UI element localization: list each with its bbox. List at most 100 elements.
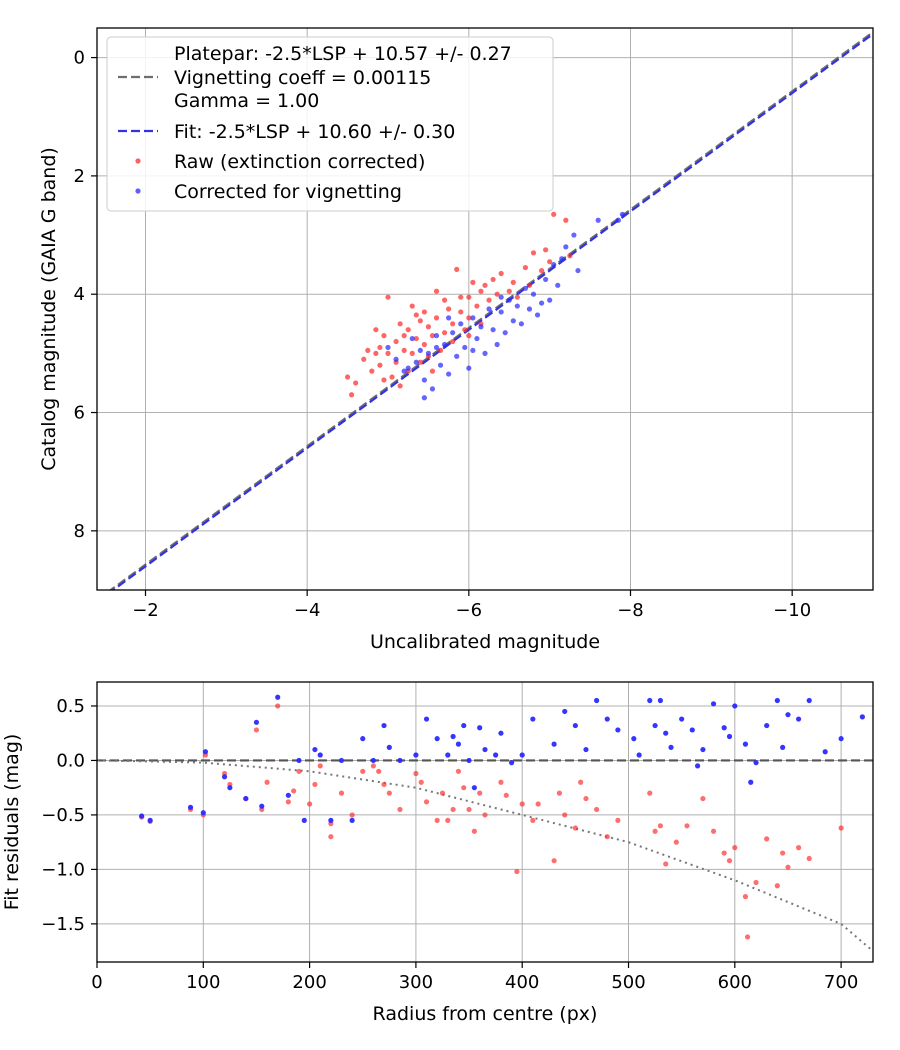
raw-point bbox=[474, 303, 480, 309]
raw-point bbox=[401, 347, 407, 354]
raw-point bbox=[381, 333, 387, 339]
residual-corrected-point bbox=[700, 746, 706, 753]
raw-point bbox=[470, 279, 476, 285]
residual-corrected-point bbox=[227, 785, 233, 791]
residual-corrected-point bbox=[360, 736, 366, 742]
residual-raw-point bbox=[503, 792, 509, 798]
corrected-point bbox=[551, 262, 557, 268]
residual-corrected-point bbox=[631, 736, 637, 742]
raw-point bbox=[413, 312, 419, 318]
raw-point bbox=[429, 368, 436, 374]
top-y-axis-label: Catalog magnitude (GAIA G band) bbox=[38, 147, 60, 471]
raw-point bbox=[454, 266, 460, 272]
raw-point bbox=[510, 279, 516, 285]
residual-raw-point bbox=[450, 806, 456, 813]
residual-raw-point bbox=[744, 934, 751, 940]
bottom-x-axis-label: Radius from centre (px) bbox=[373, 1003, 598, 1025]
top-fit-lines bbox=[108, 31, 873, 590]
residual-raw-point bbox=[338, 790, 345, 796]
residual-raw-point bbox=[264, 779, 270, 785]
raw-point bbox=[417, 318, 423, 324]
raw-point bbox=[458, 309, 464, 315]
residual-corrected-point bbox=[785, 712, 791, 718]
residual-raw-point bbox=[397, 806, 403, 813]
raw-point bbox=[482, 282, 488, 288]
bottom-y-tick-label: 0.0 bbox=[56, 750, 85, 771]
residual-raw-point bbox=[439, 790, 446, 796]
top-plot-frame bbox=[96, 27, 874, 591]
raw-point bbox=[466, 315, 472, 321]
residual-corrected-point bbox=[647, 697, 653, 704]
residual-corrected-point bbox=[200, 810, 206, 816]
residual-raw-point bbox=[291, 788, 297, 794]
residual-raw-point bbox=[455, 768, 462, 774]
residual-corrected-point bbox=[349, 817, 355, 823]
corrected-point bbox=[474, 335, 480, 342]
raw-point bbox=[393, 338, 399, 345]
raw-point bbox=[506, 288, 512, 294]
corrected-point bbox=[522, 285, 529, 291]
residual-corrected-point bbox=[551, 741, 557, 747]
raw-point bbox=[478, 288, 484, 294]
vignetting-curve bbox=[97, 759, 873, 952]
residual-raw-point bbox=[780, 850, 786, 856]
residual-corrected-point bbox=[386, 744, 392, 750]
residual-corrected-point bbox=[732, 703, 738, 709]
corrected-point bbox=[514, 303, 520, 309]
residual-corrected-point bbox=[498, 730, 504, 736]
residual-corrected-point bbox=[838, 736, 844, 742]
corrected-point bbox=[429, 386, 436, 392]
bottom-x-tick-label: 100 bbox=[186, 972, 220, 993]
raw-point bbox=[466, 294, 472, 300]
residual-raw-point bbox=[370, 763, 376, 769]
bottom-x-tick-label: 200 bbox=[292, 972, 326, 993]
residual-raw-point bbox=[519, 801, 525, 807]
raw-point bbox=[446, 306, 452, 312]
bottom-y-ticks: 0.5 0.0 −0.5 −1.0 −1.5 bbox=[41, 696, 97, 935]
corrected-point bbox=[433, 333, 440, 339]
corrected-point bbox=[482, 350, 488, 356]
corrected-point bbox=[462, 344, 468, 351]
top-fit-line bbox=[111, 33, 873, 590]
corrected-point bbox=[417, 347, 423, 354]
corrected-point bbox=[530, 291, 537, 297]
residual-corrected-point bbox=[583, 746, 589, 753]
residual-raw-point bbox=[663, 861, 669, 867]
residual-raw-point bbox=[498, 779, 504, 785]
raw-point bbox=[433, 315, 440, 321]
residual-raw-point bbox=[466, 806, 472, 813]
residual-corrected-point bbox=[187, 804, 194, 810]
residual-raw-point bbox=[307, 801, 313, 807]
bottom-grid bbox=[96, 682, 873, 962]
raw-point bbox=[369, 368, 375, 374]
corrected-point bbox=[559, 256, 565, 262]
bottom-x-tick-label: 600 bbox=[718, 972, 752, 993]
corrected-point bbox=[506, 297, 512, 303]
residual-corrected-point bbox=[695, 763, 701, 769]
residual-raw-point bbox=[657, 823, 663, 829]
residual-corrected-point bbox=[604, 716, 610, 722]
top-y-tick-label: 8 bbox=[74, 521, 85, 542]
raw-point bbox=[522, 264, 529, 271]
residual-raw-point bbox=[349, 812, 355, 818]
raw-point bbox=[349, 392, 355, 398]
residual-raw-point bbox=[764, 836, 770, 842]
corrected-point bbox=[446, 315, 452, 321]
bottom-y-tick-label: −1.5 bbox=[41, 914, 85, 935]
raw-point bbox=[385, 350, 391, 356]
corrected-point bbox=[494, 341, 500, 348]
residual-corrected-point bbox=[450, 733, 456, 740]
raw-point bbox=[421, 309, 427, 315]
residual-raw-point bbox=[413, 770, 419, 777]
residual-raw-point bbox=[838, 825, 844, 831]
bottom-reference-lines bbox=[97, 759, 873, 952]
corrected-point bbox=[575, 267, 581, 274]
residual-raw-point bbox=[471, 828, 477, 834]
raw-point bbox=[486, 297, 492, 303]
residual-raw-point bbox=[434, 817, 440, 823]
residual-corrected-point bbox=[594, 697, 600, 704]
raw-point bbox=[365, 347, 371, 354]
residual-corrected-point bbox=[742, 741, 749, 747]
corrected-point bbox=[555, 282, 561, 288]
residual-corrected-point bbox=[370, 757, 376, 764]
